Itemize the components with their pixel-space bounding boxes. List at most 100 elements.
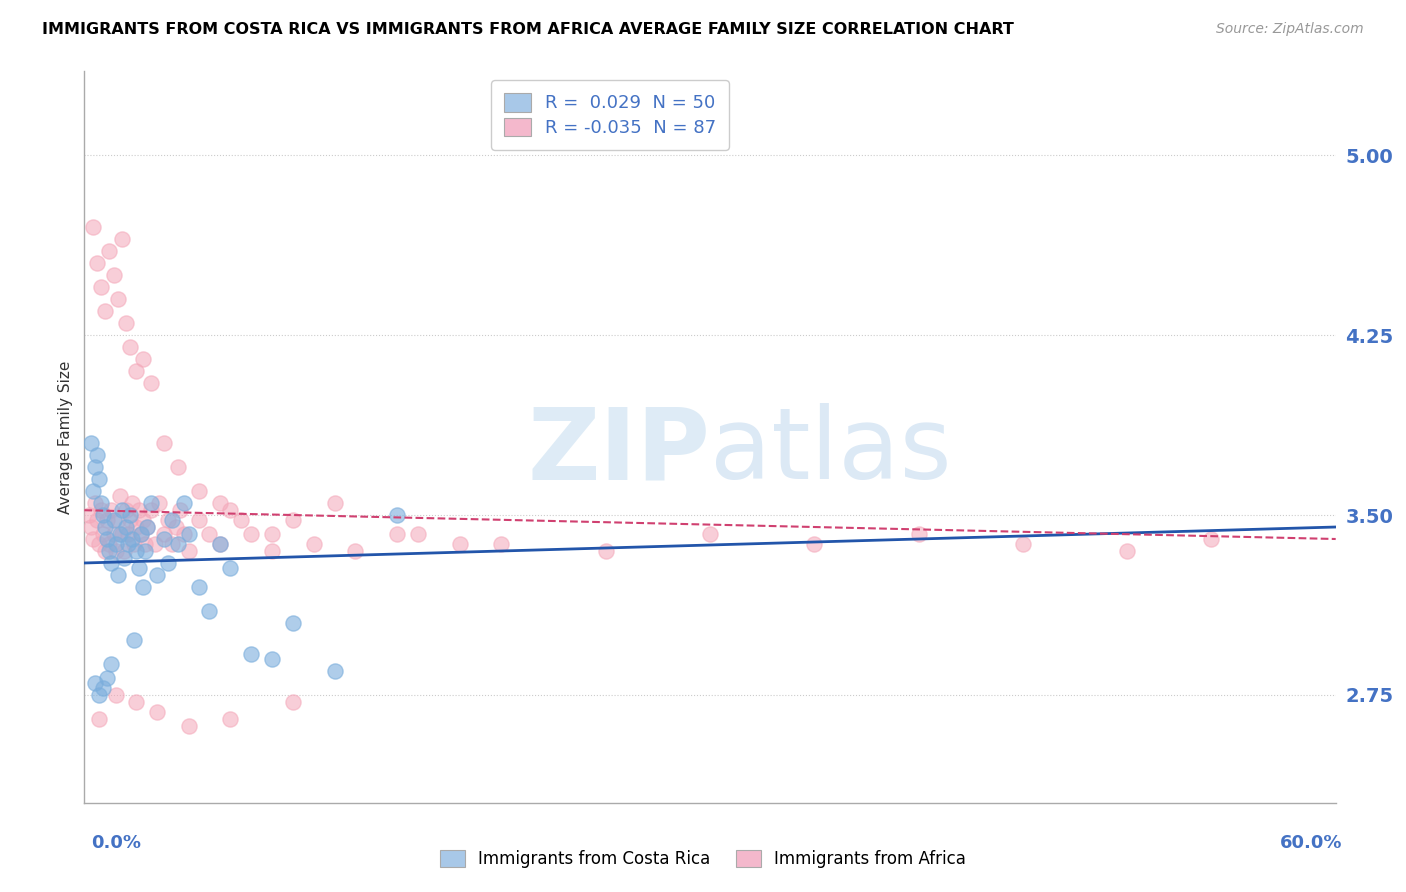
Point [111,503,134,517]
Point [134,537,156,551]
Point [160,537,183,551]
Point [1116,544,1139,558]
Point [115,316,138,330]
Point [160,513,183,527]
Text: 60.0%: 60.0% [1281,834,1343,852]
Point [132,352,155,367]
Point [406,527,429,541]
Point [907,527,929,541]
Point [136,520,159,534]
Point [129,527,152,541]
Point [121,496,143,510]
Point [323,496,346,510]
Point [134,544,156,558]
Point [262,652,284,666]
Point [281,695,304,709]
Point [146,568,169,582]
Point [86,256,108,270]
Point [302,537,325,551]
Point [240,647,263,661]
Point [120,340,142,354]
Point [107,568,129,582]
Point [96,671,118,685]
Point [100,556,122,570]
Point [148,496,170,510]
Point [121,532,143,546]
Point [198,527,221,541]
Point [156,556,179,570]
Point [103,513,125,527]
Point [90,496,112,510]
Point [98,537,121,551]
Point [82,532,104,546]
Point [146,705,169,719]
Point [198,604,221,618]
Point [79,520,101,534]
Point [139,496,162,510]
Point [77,508,100,522]
Point [143,537,166,551]
Point [91,508,114,522]
Point [100,503,122,517]
Point [83,496,105,510]
Text: 0.0%: 0.0% [91,834,142,852]
Point [94,304,117,318]
Point [188,580,211,594]
Text: Source: ZipAtlas.com: Source: ZipAtlas.com [1216,22,1364,37]
Point [188,513,211,527]
Point [82,483,104,498]
Point [219,503,242,517]
Point [108,489,131,503]
Point [132,580,155,594]
Point [86,448,108,462]
Point [104,537,127,551]
Point [803,537,825,551]
Point [262,527,284,541]
Point [128,561,150,575]
Point [385,527,409,541]
Y-axis label: Average Family Size: Average Family Size [58,360,73,514]
Point [100,657,122,671]
Point [491,537,513,551]
Point [94,520,117,534]
Point [103,268,125,283]
Point [281,513,304,527]
Point [152,532,174,546]
Point [87,537,110,551]
Point [104,688,127,702]
Point [1012,537,1035,551]
Point [96,532,118,546]
Point [128,503,150,517]
Point [169,503,191,517]
Point [262,544,284,558]
Point [115,503,138,517]
Point [139,503,162,517]
Point [83,460,105,475]
Point [177,719,200,733]
Point [167,537,190,551]
Point [120,513,142,527]
Point [219,561,242,575]
Point [107,513,129,527]
Point [125,364,148,378]
Point [94,544,117,558]
Text: IMMIGRANTS FROM COSTA RICA VS IMMIGRANTS FROM AFRICA AVERAGE FAMILY SIZE CORRELA: IMMIGRANTS FROM COSTA RICA VS IMMIGRANTS… [42,22,1014,37]
Point [344,544,367,558]
Point [385,508,409,522]
Point [104,544,127,558]
Point [90,503,112,517]
Point [177,544,200,558]
Point [165,520,187,534]
Point [98,544,121,558]
Point [108,527,131,541]
Point [111,232,134,246]
Point [139,376,162,391]
Point [595,544,617,558]
Point [115,520,138,534]
Point [129,527,152,541]
Point [173,496,195,510]
Point [87,688,110,702]
Point [125,520,148,534]
Point [449,537,471,551]
Point [117,527,139,541]
